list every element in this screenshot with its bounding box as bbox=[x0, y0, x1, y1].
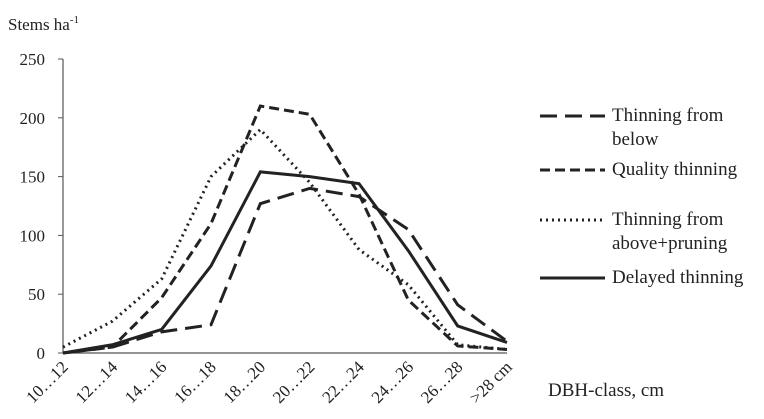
series-line bbox=[62, 186, 508, 355]
x-tick-label: 12…14 bbox=[72, 357, 122, 407]
legend-label: Thinning from above+pruning bbox=[612, 209, 728, 254]
y-tick-label: 200 bbox=[20, 109, 46, 128]
x-tick-label: 24…26 bbox=[368, 357, 417, 406]
x-tick-label: 16…18 bbox=[170, 357, 219, 406]
x-tick-label: 10…12 bbox=[22, 357, 71, 406]
y-tick-label: 50 bbox=[28, 285, 45, 304]
legend-label: Thinning from below bbox=[612, 105, 724, 150]
legend-label: Quality thinning bbox=[612, 159, 738, 180]
x-tick-label: 14…16 bbox=[121, 357, 170, 406]
x-tick-label: 26…28 bbox=[417, 357, 466, 406]
y-tick-label: 0 bbox=[37, 344, 46, 363]
x-axis-label: DBH-class, cm bbox=[548, 380, 664, 401]
y-axis-label-sup: -1 bbox=[70, 14, 79, 26]
x-tick-label: 20…22 bbox=[269, 357, 318, 406]
y-axis-label-text: Stems ha bbox=[8, 15, 70, 34]
series-line bbox=[62, 104, 508, 355]
y-axis-label: Stems ha-1 bbox=[8, 14, 79, 34]
y-tick-label: 150 bbox=[20, 168, 46, 187]
y-tick-label: 250 bbox=[20, 50, 46, 69]
series-line bbox=[62, 170, 508, 355]
x-tick-label: 18…20 bbox=[220, 357, 269, 406]
y-tick-label: 100 bbox=[20, 226, 46, 245]
series-line bbox=[62, 127, 508, 351]
legend-label: Delayed thinning bbox=[612, 267, 744, 288]
x-tick-label: 22…24 bbox=[318, 357, 368, 407]
x-tick-label: >28 cm bbox=[466, 357, 516, 407]
